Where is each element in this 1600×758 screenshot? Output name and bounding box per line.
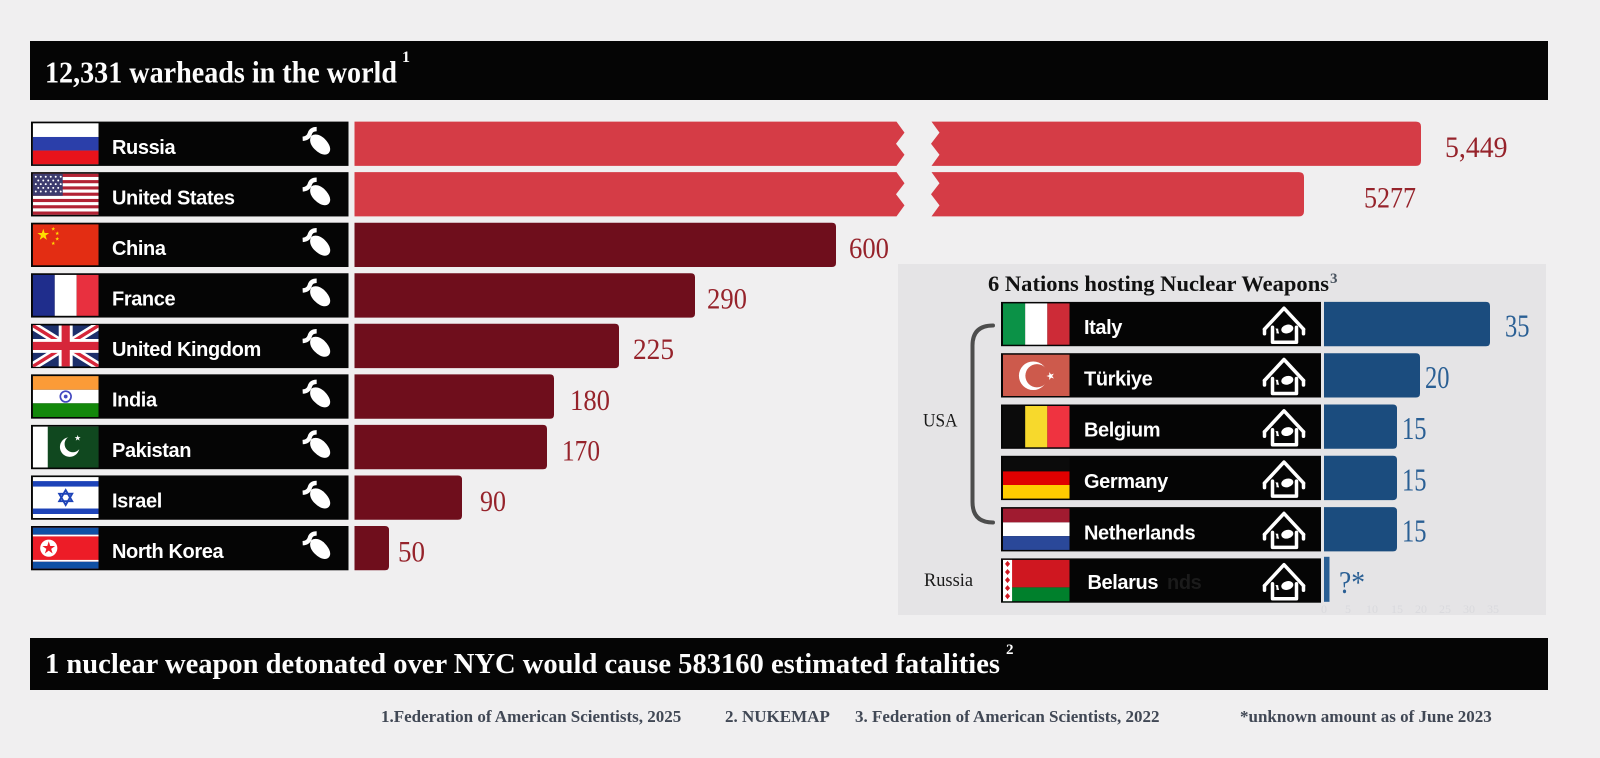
svg-text:3: 3 (1330, 271, 1338, 287)
svg-text:Russia: Russia (112, 137, 176, 159)
svg-text:United Kingdom: United Kingdom (112, 339, 261, 361)
svg-text:2: 2 (1006, 642, 1014, 658)
svg-text:180: 180 (570, 384, 610, 417)
svg-text:North Korea: North Korea (112, 541, 224, 563)
svg-text:5,449: 5,449 (1445, 131, 1508, 164)
svg-text:*unknown amount as of June 202: *unknown amount as of June 2023 (1240, 707, 1492, 726)
svg-text:2. NUKEMAP: 2. NUKEMAP (725, 707, 830, 726)
svg-text:225: 225 (633, 333, 674, 366)
svg-text:China: China (112, 238, 167, 260)
svg-text:United States: United States (112, 187, 235, 209)
svg-text:12,331 warheads in the world: 12,331 warheads in the world (45, 55, 397, 90)
svg-text:170: 170 (562, 434, 600, 467)
svg-text:1.Federation of American Scien: 1.Federation of American Scientists, 202… (381, 707, 681, 726)
svg-text:600: 600 (849, 232, 889, 265)
svg-text:5277: 5277 (1364, 182, 1416, 215)
svg-text:50: 50 (398, 535, 425, 568)
svg-text:Italy: Italy (1084, 317, 1123, 339)
svg-text:10: 10 (1366, 602, 1378, 616)
svg-text:Netherlands: Netherlands (1084, 522, 1195, 544)
svg-text:Belarus: Belarus (1088, 572, 1159, 594)
svg-text:Belgium: Belgium (1084, 420, 1160, 442)
svg-text:6 Nations hosting Nuclear Weap: 6 Nations hosting Nuclear Weapons (988, 271, 1329, 296)
svg-text:USA: USA (923, 411, 958, 432)
svg-text:20: 20 (1415, 602, 1427, 616)
svg-text:90: 90 (480, 485, 506, 518)
svg-text:?*: ?* (1339, 564, 1365, 600)
svg-text:0: 0 (1321, 602, 1327, 616)
svg-text:15: 15 (1402, 461, 1427, 497)
svg-text:Germany: Germany (1084, 471, 1169, 493)
svg-text:15: 15 (1402, 513, 1427, 549)
svg-text:15: 15 (1402, 410, 1427, 446)
svg-text:25: 25 (1439, 602, 1451, 616)
svg-text:Israel: Israel (112, 491, 162, 513)
svg-text:France: France (112, 288, 175, 310)
svg-text:India: India (112, 390, 158, 412)
svg-text:30: 30 (1463, 602, 1475, 616)
svg-text:35: 35 (1487, 602, 1499, 616)
svg-text:15: 15 (1391, 602, 1403, 616)
svg-text:Russia: Russia (924, 570, 974, 591)
svg-text:nds: nds (1167, 572, 1202, 594)
svg-text:3. Federation of American Scie: 3. Federation of American Scientists, 20… (855, 707, 1160, 726)
svg-text:Pakistan: Pakistan (112, 440, 191, 462)
svg-text:5: 5 (1345, 602, 1351, 616)
svg-text:290: 290 (707, 283, 747, 316)
svg-text:35: 35 (1505, 308, 1530, 344)
svg-text:1: 1 (402, 49, 410, 66)
svg-text:1 nuclear weapon detonated ove: 1 nuclear weapon detonated over NYC woul… (45, 648, 1000, 680)
svg-text:20: 20 (1425, 359, 1450, 395)
svg-text:Türkiye: Türkiye (1084, 368, 1153, 390)
